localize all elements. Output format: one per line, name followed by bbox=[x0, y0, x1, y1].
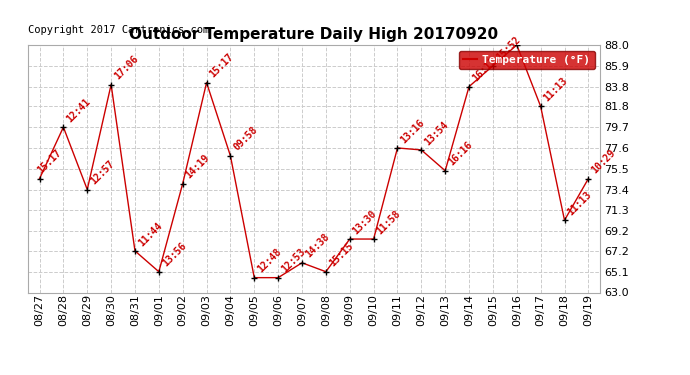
Text: 13:54: 13:54 bbox=[422, 119, 451, 147]
Text: 11:58: 11:58 bbox=[375, 208, 403, 236]
Text: 13:30: 13:30 bbox=[351, 208, 379, 236]
Text: 13:16: 13:16 bbox=[399, 117, 426, 145]
Text: 12:53: 12:53 bbox=[279, 247, 307, 274]
Text: 15:52: 15:52 bbox=[494, 35, 522, 63]
Text: 15:15: 15:15 bbox=[327, 241, 355, 269]
Text: Copyright 2017 Cartronics.com: Copyright 2017 Cartronics.com bbox=[28, 25, 209, 35]
Text: 15:17: 15:17 bbox=[208, 52, 235, 80]
Legend: Temperature (°F): Temperature (°F) bbox=[459, 51, 595, 69]
Text: 10:29: 10:29 bbox=[589, 148, 618, 176]
Text: 12:41: 12:41 bbox=[65, 96, 92, 124]
Text: 12:57: 12:57 bbox=[88, 159, 117, 187]
Title: Outdoor Temperature Daily High 20170920: Outdoor Temperature Daily High 20170920 bbox=[130, 27, 498, 42]
Text: 11:13: 11:13 bbox=[566, 189, 593, 217]
Text: 11:13: 11:13 bbox=[542, 76, 570, 104]
Text: 12:48: 12:48 bbox=[255, 247, 284, 274]
Text: 13:56: 13:56 bbox=[160, 241, 188, 269]
Text: 16:13: 16:13 bbox=[471, 56, 498, 84]
Text: 17:06: 17:06 bbox=[112, 54, 140, 82]
Text: 14:19: 14:19 bbox=[184, 153, 212, 181]
Text: 09:58: 09:58 bbox=[232, 125, 259, 153]
Text: 11:44: 11:44 bbox=[136, 220, 164, 248]
Text: 15:17: 15:17 bbox=[36, 148, 63, 176]
Text: 16:16: 16:16 bbox=[446, 140, 474, 168]
Text: 14:38: 14:38 bbox=[303, 232, 331, 260]
